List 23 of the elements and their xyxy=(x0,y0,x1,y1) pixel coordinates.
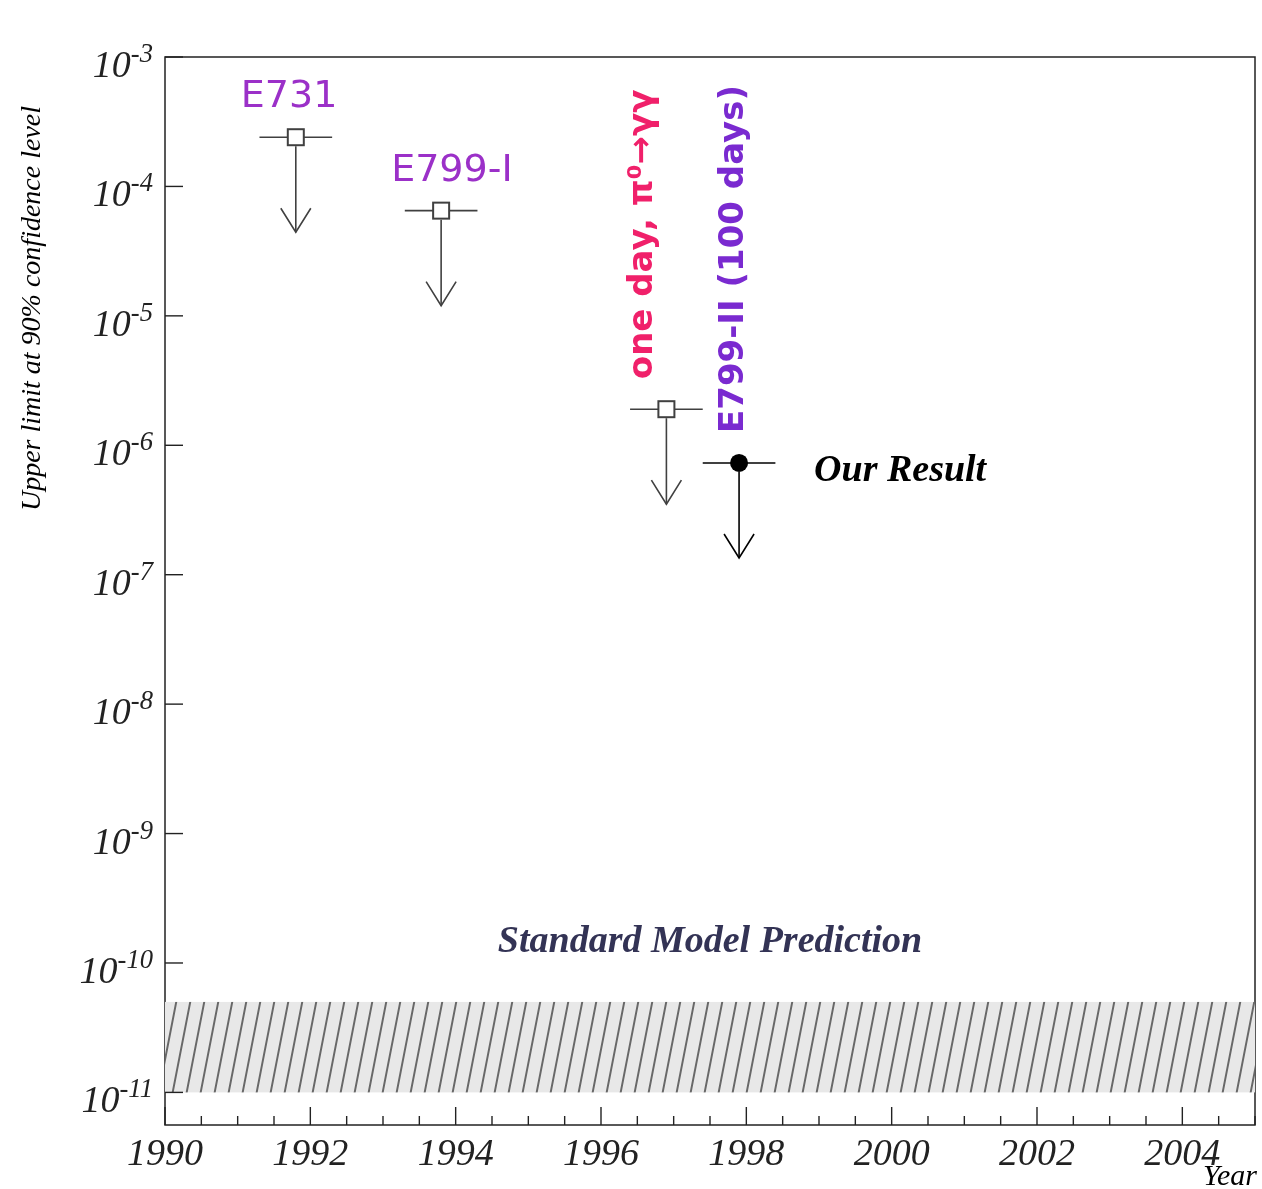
x-tick-label: 2002 xyxy=(999,1131,1075,1173)
y-tick-label: 10$^{-5}$ xyxy=(92,296,153,344)
y-tick-label: 10$^{-9}$ xyxy=(92,814,153,862)
series-label: Our Result xyxy=(814,446,988,489)
annotation: one day, π⁰→γγ xyxy=(620,89,661,380)
y-tick-label: 10$^{-4}$ xyxy=(92,167,153,215)
y-tick-label: 10$^{-6}$ xyxy=(92,426,154,474)
x-tick-label: 1990 xyxy=(127,1131,203,1173)
x-tick-label: 1994 xyxy=(417,1131,494,1173)
band-label: Standard Model Prediction xyxy=(497,917,923,960)
y-tick-label: 10$^{-7}$ xyxy=(92,555,155,603)
y-tick-label: 10$^{-8}$ xyxy=(92,685,153,733)
y-axis-title: Upper limit at 90% confidence level xyxy=(15,105,46,512)
x-tick-label: 1996 xyxy=(563,1131,639,1173)
y-tick-label: 10$^{-3}$ xyxy=(92,38,153,85)
annotation: E731 xyxy=(240,72,338,117)
y-tick-label: 10$^{-10}$ xyxy=(79,943,153,991)
x-tick-label: 1998 xyxy=(708,1131,785,1173)
x-tick-label: 1992 xyxy=(272,1131,349,1173)
annotation: E799-II (100 days) xyxy=(711,85,752,433)
annotation: E799-I xyxy=(391,145,513,190)
x-tick-label: 2000 xyxy=(853,1131,930,1173)
y-tick-label: 10$^{-11}$ xyxy=(81,1073,153,1121)
